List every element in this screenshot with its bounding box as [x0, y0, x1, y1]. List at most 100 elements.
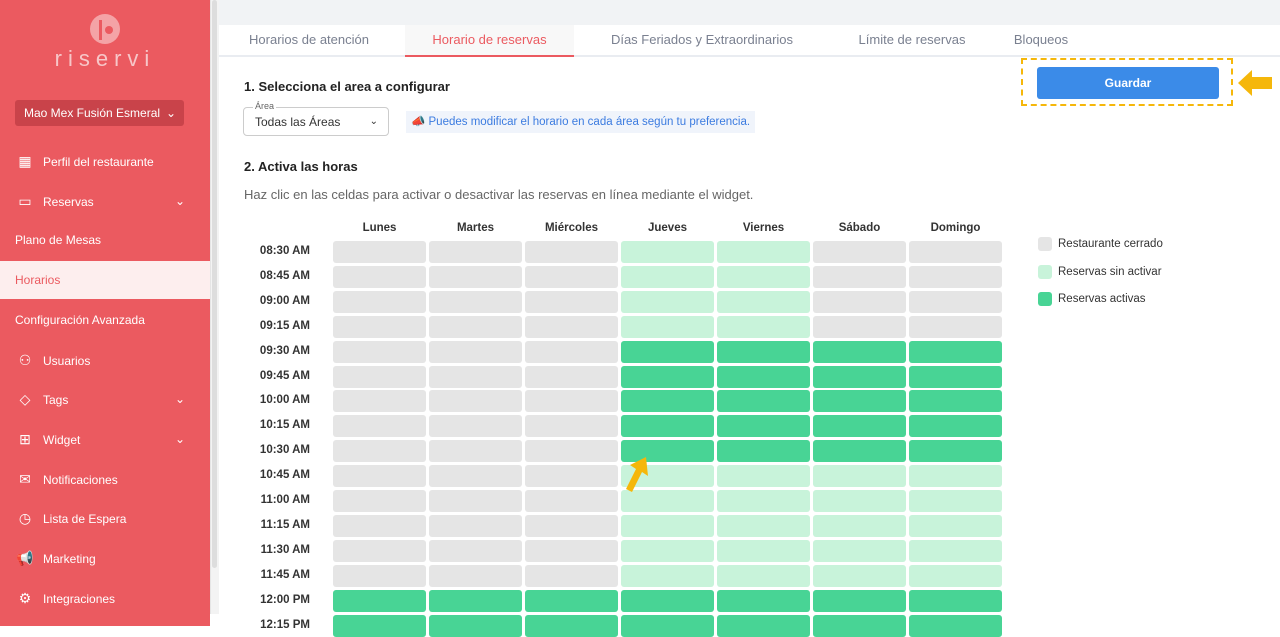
schedule-cell[interactable] [621, 514, 714, 537]
schedule-cell[interactable] [717, 564, 810, 587]
time-label: 11:30 AM [260, 543, 310, 556]
tab-4[interactable]: Bloqueos [1013, 32, 1069, 47]
schedule-cell[interactable] [717, 340, 810, 363]
tab-0[interactable]: Horarios de atención [249, 32, 369, 47]
sidebar-item-plano-de-mesas[interactable]: Plano de Mesas [15, 233, 102, 248]
schedule-cell[interactable] [717, 265, 810, 288]
schedule-cell[interactable] [621, 440, 714, 463]
chevron-down-icon: ⌄ [165, 106, 176, 120]
legend-swatch [1038, 264, 1052, 279]
sidebar-item-notificaciones[interactable]: ✉ Notificaciones [0, 460, 210, 498]
schedule-cell[interactable] [909, 415, 1002, 438]
schedule-cell[interactable] [717, 514, 810, 537]
schedule-cell[interactable] [621, 315, 714, 338]
sidebar-item-configuraci-n-avanzada[interactable]: Configuración Avanzada [15, 312, 145, 327]
schedule-cell [333, 365, 426, 388]
schedule-cell[interactable] [717, 390, 810, 413]
schedule-cell [333, 415, 426, 438]
schedule-cell[interactable] [909, 440, 1002, 463]
schedule-cell[interactable] [909, 465, 1002, 488]
schedule-cell[interactable] [621, 490, 714, 512]
schedule-cell[interactable] [717, 290, 810, 313]
sidebar-item-horarios[interactable]: Horarios [0, 261, 210, 300]
time-label: 11:15 AM [260, 518, 310, 531]
day-header: Viernes [742, 222, 785, 234]
schedule-cell[interactable] [909, 390, 1002, 413]
schedule-cell [333, 564, 426, 587]
schedule-cell[interactable] [909, 340, 1002, 363]
schedule-cell[interactable] [621, 290, 714, 313]
schedule-cell[interactable] [621, 589, 714, 612]
schedule-cell[interactable] [909, 539, 1002, 562]
day-header: Jueves [647, 222, 687, 234]
schedule-cell[interactable] [813, 514, 906, 537]
schedule-cell[interactable] [717, 241, 810, 263]
schedule-cell[interactable] [717, 490, 810, 512]
schedule-cell[interactable] [909, 365, 1002, 388]
schedule-cell[interactable] [717, 589, 810, 612]
sidebar-scroll-thumb[interactable] [212, 0, 217, 568]
restaurant-selector[interactable]: Mao Mex Fusión Esmeral ⌄ [15, 100, 184, 126]
tab-1[interactable]: Horario de reservas [405, 25, 574, 57]
schedule-cell[interactable] [909, 564, 1002, 587]
schedule-cell[interactable] [813, 589, 906, 612]
schedule-cell[interactable] [717, 415, 810, 438]
schedule-cell[interactable] [621, 539, 714, 562]
schedule-cell [333, 290, 426, 313]
schedule-cell[interactable] [909, 490, 1002, 512]
schedule-cell [909, 290, 1002, 313]
schedule-cell[interactable] [813, 490, 906, 512]
legend-item: Reservas activas [1038, 292, 1146, 306]
tab-bar: Horarios de atención Horario de reservas D… [219, 25, 1280, 57]
riservi-logo[interactable]: riservi [0, 14, 210, 72]
schedule-cell[interactable] [621, 415, 714, 438]
sidebar-item-marketing[interactable]: 📢 Marketing [0, 539, 210, 577]
tab-3[interactable]: Límite de reservas [858, 32, 966, 47]
schedule-cell [429, 241, 522, 263]
save-button[interactable]: Guardar [1037, 67, 1219, 99]
schedule-cell[interactable] [813, 465, 906, 488]
sidebar-item-tags[interactable]: ◇ Tags ⌄ [0, 380, 210, 418]
schedule-cell[interactable] [813, 390, 906, 413]
schedule-cell[interactable] [429, 589, 522, 612]
schedule-cell[interactable] [717, 440, 810, 463]
sidebar-item-usuarios[interactable]: ⚇ Usuarios [0, 341, 210, 379]
chevron-down-icon: ⌄ [369, 116, 378, 127]
schedule-cell[interactable] [813, 539, 906, 562]
schedule-cell[interactable] [909, 589, 1002, 612]
schedule-cell[interactable] [621, 265, 714, 288]
schedule-cell[interactable] [813, 415, 906, 438]
schedule-cell[interactable] [909, 514, 1002, 537]
sidebar-item-widget[interactable]: ⊞ Widget ⌄ [0, 420, 210, 458]
schedule-cell[interactable] [813, 440, 906, 463]
schedule-cell[interactable] [621, 340, 714, 363]
schedule-cell[interactable] [525, 589, 618, 612]
area-select[interactable]: Área Todas las Áreas ⌄ [243, 101, 389, 136]
schedule-cell[interactable] [717, 315, 810, 338]
time-label: 08:30 AM [259, 245, 310, 257]
cursor-arrow-icon [626, 457, 648, 492]
schedule-cell[interactable] [813, 365, 906, 388]
schedule-cell[interactable] [621, 564, 714, 587]
schedule-cell[interactable] [333, 589, 426, 612]
sidebar-item-perfil-del-restaurante[interactable]: ▦ Perfil del restaurante [0, 142, 210, 180]
schedule-cell [333, 490, 426, 512]
schedule-cell[interactable] [621, 390, 714, 413]
sidebar-item-integraciones[interactable]: ⚙ Integraciones [0, 579, 210, 617]
time-label: 09:15 AM [259, 319, 310, 332]
schedule-cell[interactable] [717, 465, 810, 488]
sidebar-item-lista-de-espera[interactable]: ◷ Lista de Espera [0, 499, 210, 537]
schedule-cell [333, 539, 426, 562]
schedule-cell[interactable] [813, 564, 906, 587]
schedule-cell[interactable] [621, 241, 714, 263]
schedule-cell[interactable] [621, 365, 714, 388]
schedule-cell[interactable] [813, 340, 906, 363]
day-header: Martes [456, 222, 495, 234]
schedule-cell [813, 315, 906, 338]
schedule-cell [525, 539, 618, 562]
schedule-cell[interactable] [717, 539, 810, 562]
schedule-cell[interactable] [717, 365, 810, 388]
tab-2[interactable]: Días Feriados y Extraordinarios [610, 32, 794, 47]
day-header: Sábado [838, 222, 881, 234]
sidebar-item-reservas[interactable]: ▭ Reservas ⌄ [0, 182, 210, 220]
